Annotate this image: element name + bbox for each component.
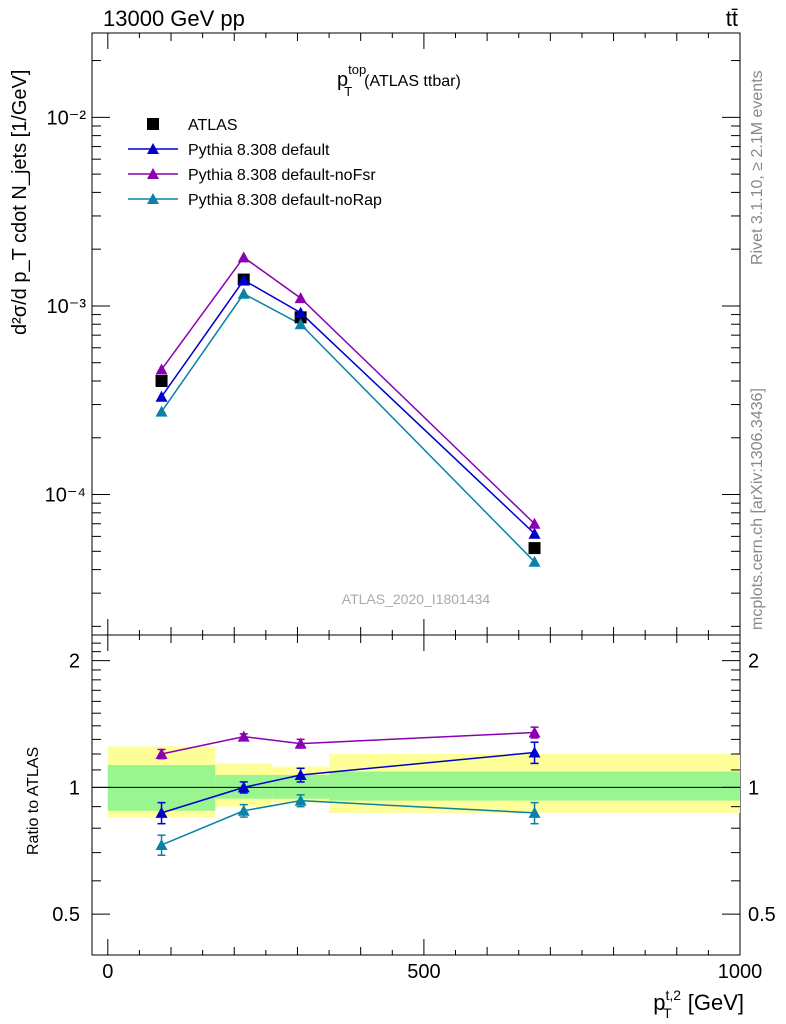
main-series-marker-2	[294, 292, 307, 304]
main-series-line-2	[160, 256, 536, 525]
plot-title: ptop T(ATLAS ttbar)	[337, 62, 461, 99]
ratio-series-line-2	[161, 799, 535, 846]
main-series-line-3	[160, 292, 536, 563]
ratio-y-tick-label-left: 2	[69, 651, 80, 673]
legend-marker-1	[147, 143, 159, 154]
ratio-band-inner-3	[329, 771, 740, 801]
main-series-marker-3	[294, 318, 307, 330]
x-tick-label: 1000	[718, 961, 763, 983]
legend-label-2: Pythia 8.308 default-noFsr	[188, 167, 376, 184]
ratio-y-tick-label-right: 1	[748, 777, 759, 799]
main-y-tick-label: 10⁻³	[47, 296, 87, 318]
x-axis-label: pt,2 T [GeV]	[653, 987, 744, 1021]
axis-tick-labels: 0 500 1000 10⁻⁴ 10⁻³ 10⁻² 0.5 0.5 1 1 2 2	[45, 107, 776, 983]
ratio-series-marker-0	[294, 768, 307, 780]
legend: ATLAS Pythia 8.308 default Pythia 8.308 de…	[128, 117, 382, 209]
main-series-marker-1	[155, 390, 168, 402]
ratio-series-marker-1	[528, 726, 541, 738]
ratio-y-tick-label-right: 0.5	[748, 904, 776, 926]
x-tick-label: 500	[407, 961, 440, 983]
ratio-series-marker-0	[237, 781, 250, 793]
main-series-marker-1	[294, 306, 307, 318]
rivet-version-label: Rivet 3.1.10, ≥ 2.1M events	[749, 70, 766, 265]
ratio-series-marker-0	[155, 806, 168, 818]
mcplots-label: mcplots.cern.ch [arXiv:1306.3436]	[749, 388, 766, 630]
axis-ticks	[92, 33, 741, 956]
x-tick-label: 0	[102, 961, 113, 983]
legend-marker-3	[147, 193, 159, 204]
main-series-marker-2	[528, 517, 541, 529]
legend-label-3: Pythia 8.308 default-noRap	[188, 192, 382, 209]
legend-label-1: Pythia 8.308 default	[188, 142, 330, 159]
main-series-marker-3	[155, 405, 168, 417]
main-series-marker-3	[237, 287, 250, 299]
ratio-series-marker-2	[528, 806, 541, 818]
main-y-axis-label: d²σ/d p_T cdot N_jets [1/GeV]	[9, 70, 31, 335]
legend-marker-2	[147, 168, 159, 179]
data-point-marker	[155, 374, 168, 387]
ratio-series-marker-0	[528, 746, 541, 758]
series-markers	[155, 251, 541, 857]
ratio-y-axis-label: Ratio to ATLAS	[25, 747, 42, 855]
analysis-watermark: ATLAS_2020_I1801434	[342, 591, 491, 607]
ratio-y-tick-label-left: 1	[69, 777, 80, 799]
ratio-band-inner-2	[272, 774, 330, 799]
energy-label: 13000 GeV pp	[103, 6, 245, 31]
ratio-series-marker-1	[294, 737, 307, 749]
data-point-marker	[528, 542, 541, 555]
ratio-y-tick-label-right: 2	[748, 651, 759, 673]
main-series-marker-2	[237, 251, 250, 263]
main-series-marker-2	[155, 363, 168, 375]
main-series-marker-1	[528, 527, 541, 539]
process-label: tt̄	[726, 6, 738, 31]
ratio-series-line-1	[161, 731, 535, 755]
ratio-series-line-0	[161, 751, 535, 814]
main-y-tick-label: 10⁻⁴	[45, 485, 86, 507]
main-series-line-1	[160, 279, 536, 535]
main-y-tick-label: 10⁻²	[47, 107, 87, 129]
legend-marker-atlas	[147, 118, 159, 130]
ratio-series-marker-1	[237, 730, 250, 742]
ratio-series-marker-2	[155, 838, 168, 850]
series-lines	[160, 256, 536, 846]
legend-label-0: ATLAS	[188, 117, 238, 134]
ratio-series-marker-2	[237, 804, 250, 816]
main-series-marker-3	[528, 555, 541, 567]
ratio-y-tick-label-left: 0.5	[52, 904, 80, 926]
ratio-series-marker-2	[294, 794, 307, 806]
main-series-marker-1	[237, 274, 250, 286]
ratio-series-marker-1	[155, 748, 168, 760]
